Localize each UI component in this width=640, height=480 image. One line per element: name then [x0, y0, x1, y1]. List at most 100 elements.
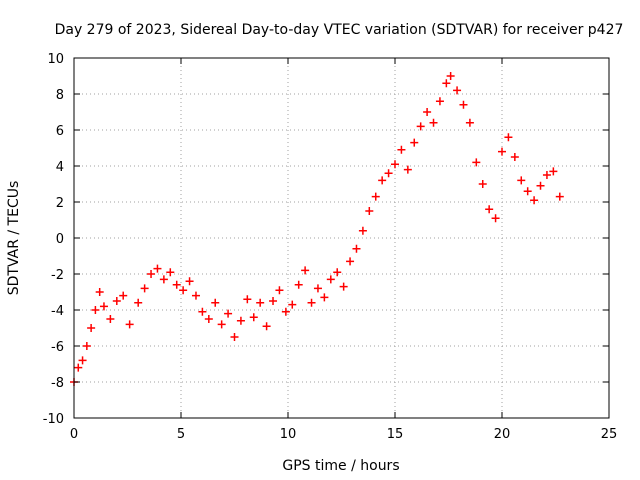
data-point [549, 167, 558, 176]
data-point [498, 147, 506, 156]
data-point [339, 282, 348, 291]
data-point [429, 118, 438, 127]
data-point [320, 293, 329, 302]
data-point [542, 171, 551, 179]
data-point [179, 286, 188, 295]
data-point [313, 284, 322, 293]
data-point [74, 363, 83, 372]
data-point [435, 97, 444, 106]
data-point [243, 295, 252, 304]
y-tick-label: -8 [51, 376, 64, 391]
data-point [510, 153, 519, 161]
data-point [403, 165, 412, 174]
data-point [442, 79, 451, 88]
chart-title: Day 279 of 2023, Sidereal Day-to-day VTE… [55, 22, 624, 38]
data-point [198, 307, 207, 316]
data-point [491, 214, 500, 223]
data-point [536, 181, 545, 190]
data-series [70, 72, 564, 386]
data-point [134, 298, 143, 307]
data-point [504, 133, 513, 142]
y-tick-label: 0 [56, 232, 64, 247]
data-point [191, 291, 200, 300]
data-point [453, 86, 462, 95]
data-point [185, 277, 194, 286]
data-point [82, 342, 91, 350]
data-point [416, 122, 425, 131]
data-point [423, 108, 432, 116]
data-point [256, 298, 265, 307]
y-tick-label: -4 [51, 304, 64, 319]
x-axis-ticks: 0 5 10 15 20 25 [70, 58, 617, 442]
data-point [365, 207, 374, 215]
data-point [478, 180, 487, 188]
data-point [333, 268, 342, 277]
data-point [153, 264, 162, 273]
data-point [397, 145, 406, 154]
y-tick-label: 2 [56, 196, 64, 211]
data-point [172, 280, 181, 289]
y-tick-label: 6 [56, 124, 64, 139]
y-axis-ticks: -10 -8 -6 -4 -2 0 2 4 6 8 10 [43, 52, 609, 427]
data-point [119, 291, 128, 300]
data-point [517, 176, 526, 185]
data-point [465, 118, 474, 127]
y-tick-label: -10 [43, 412, 64, 427]
data-point [294, 280, 303, 289]
data-point [230, 333, 239, 341]
data-point [224, 309, 233, 318]
data-point [358, 226, 367, 235]
data-point [281, 307, 290, 316]
x-tick-label: 5 [177, 427, 185, 442]
data-point [236, 316, 245, 325]
data-point [555, 192, 564, 201]
data-point [159, 275, 168, 284]
data-point [391, 160, 399, 169]
data-point [530, 196, 539, 205]
data-point [326, 275, 335, 284]
data-point [106, 315, 115, 323]
data-point [95, 288, 104, 296]
y-tick-label: 8 [56, 88, 64, 103]
data-point [288, 300, 297, 309]
y-tick-label: 10 [47, 52, 64, 67]
y-tick-label: -2 [51, 268, 64, 283]
data-point [485, 205, 494, 214]
data-point [275, 286, 284, 295]
data-point [410, 138, 419, 147]
data-point [204, 315, 213, 323]
data-point [91, 306, 100, 314]
x-axis-label: GPS time / hours [282, 458, 399, 474]
data-point [217, 320, 226, 329]
data-point [211, 298, 220, 307]
y-axis-label: SDTVAR / TECUs [6, 181, 22, 296]
x-tick-label: 20 [494, 427, 511, 442]
data-point [87, 324, 96, 332]
data-point [249, 313, 258, 322]
data-point [523, 187, 532, 196]
data-point [112, 297, 121, 305]
data-point [371, 192, 380, 201]
data-point [147, 270, 156, 278]
data-point [472, 158, 481, 167]
x-tick-label: 10 [280, 427, 297, 442]
data-point [446, 72, 455, 80]
data-point [78, 356, 87, 365]
data-point [262, 322, 271, 331]
data-point [140, 284, 149, 293]
y-tick-label: 4 [56, 160, 64, 175]
data-point [352, 244, 361, 253]
x-tick-label: 15 [387, 427, 404, 442]
data-point [378, 176, 387, 185]
data-point [301, 266, 310, 275]
data-point [307, 298, 316, 307]
x-tick-label: 25 [601, 427, 618, 442]
data-point [384, 169, 393, 178]
data-point [269, 297, 278, 305]
data-point [346, 257, 355, 266]
data-point [459, 100, 468, 109]
data-point [166, 268, 175, 277]
grid-lines [74, 58, 609, 418]
data-point [99, 302, 108, 311]
